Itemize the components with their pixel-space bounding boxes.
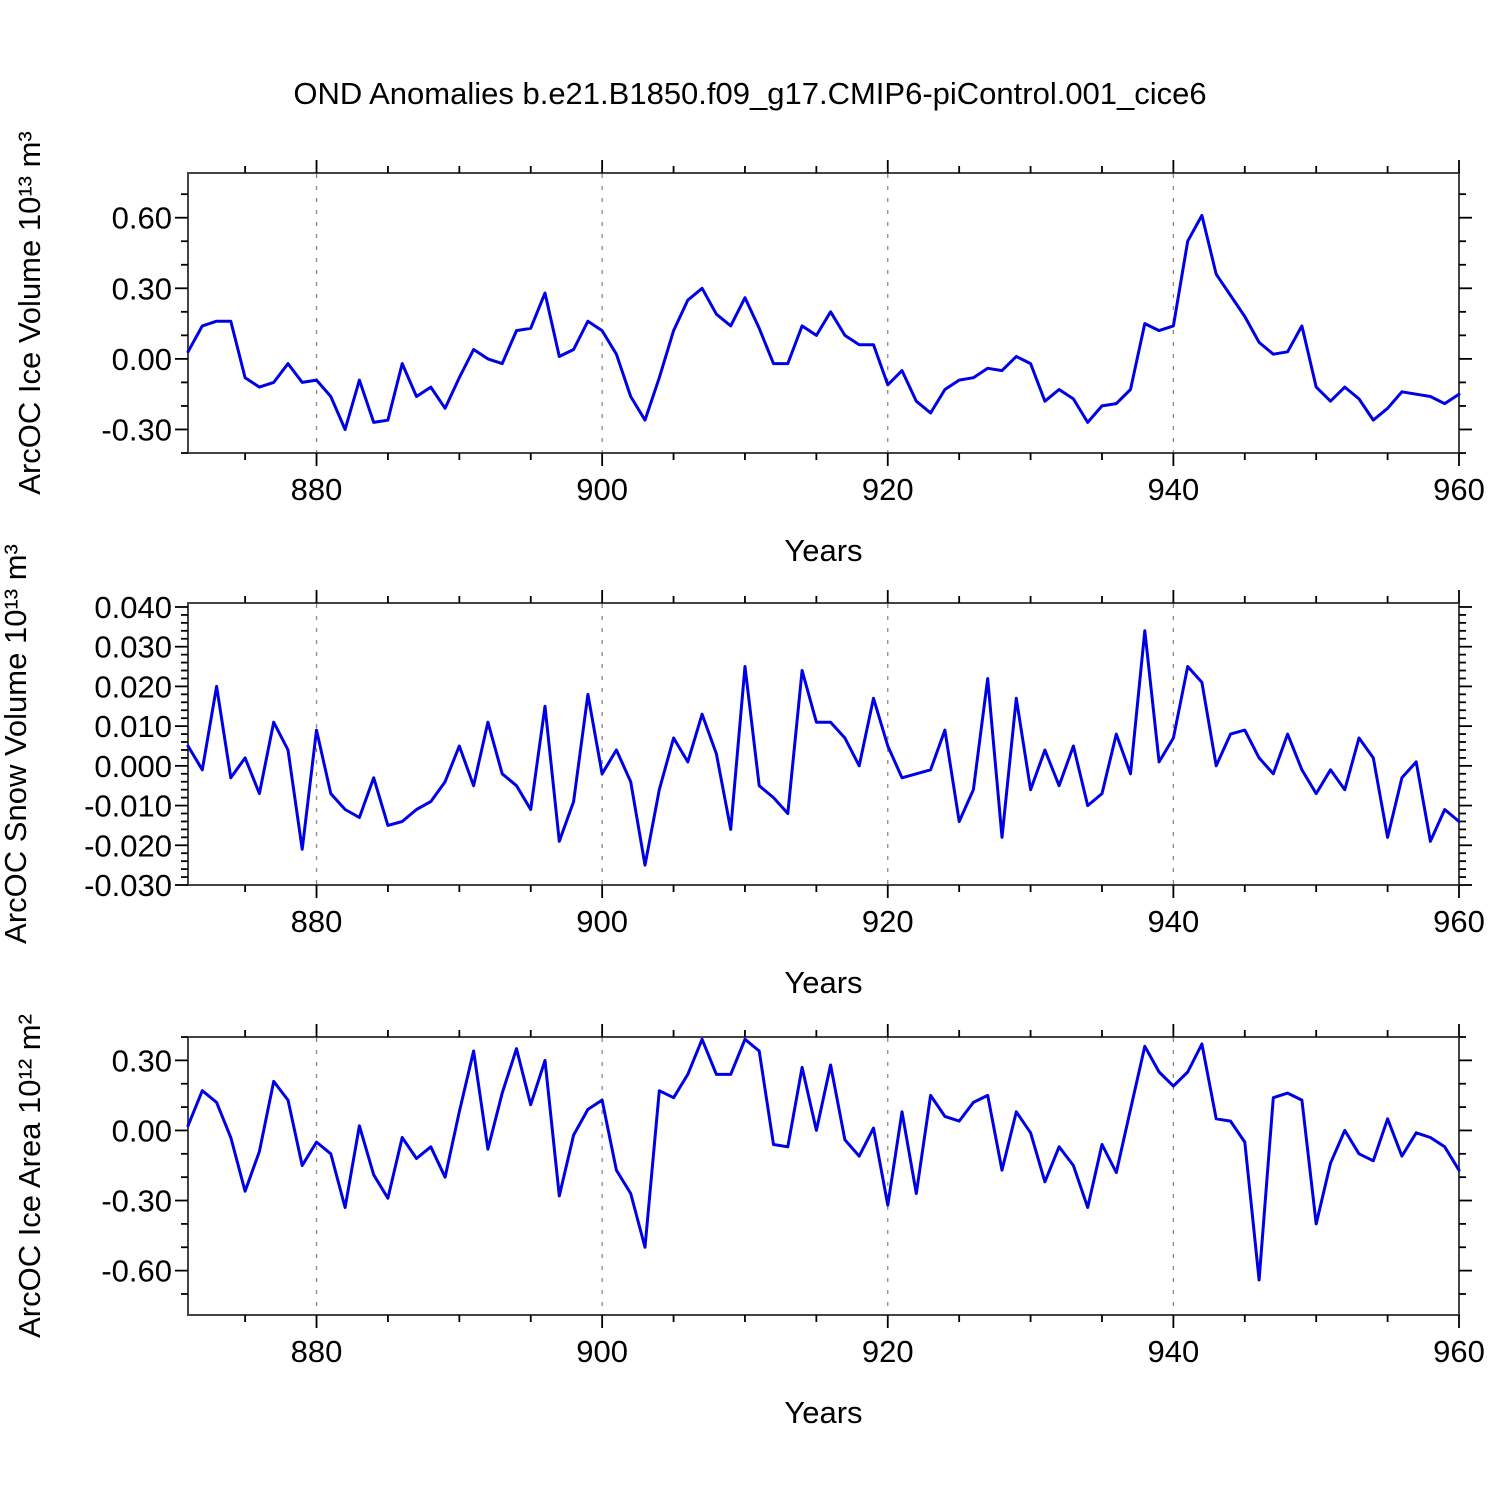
x-tick-label: 920: [862, 904, 914, 939]
page-title: OND Anomalies b.e21.B1850.f09_g17.CMIP6-…: [293, 76, 1207, 111]
arcoc-ice-area-x-axis-title: Years: [784, 1395, 862, 1430]
x-tick-label: 900: [576, 904, 628, 939]
y-tick-label: 0.020: [94, 669, 172, 704]
arcoc-snow-volume-ticks: [175, 590, 1472, 898]
y-tick-label: 0.60: [112, 201, 172, 236]
y-tick-label: 0.030: [94, 630, 172, 665]
arcoc-ice-area-plot-frame: [187, 1036, 1460, 1316]
panel-arcoc-ice-area: 0.30 0.00 -0.30 -0.60 880 900 920 940 960 Years Ar…: [12, 1014, 1485, 1430]
arcoc-ice-area-gridlines: [315, 1038, 1175, 1314]
panel-arcoc-snow-volume: 0.040 0.030 0.020 0.010 0.000 -0.010 -0.020 -0.…: [0, 544, 1485, 1000]
arcoc-snow-volume-x-axis-title: Years: [784, 965, 862, 1000]
arcoc-ice-area-ticks: [175, 1024, 1472, 1328]
y-tick-label: -0.030: [84, 868, 172, 903]
x-tick-label: 960: [1433, 1334, 1485, 1369]
arcoc-ice-area-y-axis-title: ArcOC Ice Area 10¹² m²: [12, 1014, 47, 1338]
y-tick-label: -0.60: [101, 1254, 172, 1289]
x-tick-label: 920: [862, 472, 914, 507]
y-tick-label: -0.020: [84, 828, 172, 863]
arcoc-snow-volume-gridlines: [315, 604, 1175, 884]
arcoc-ice-volume-ytick-labels: 0.60 0.30 0.00 -0.30: [101, 201, 172, 448]
arcoc-ice-area-ytick-labels: 0.30 0.00 -0.30 -0.60: [101, 1043, 172, 1288]
y-tick-label: -0.010: [84, 789, 172, 824]
arcoc-snow-volume-ytick-labels: 0.040 0.030 0.020 0.010 0.000 -0.010 -0.020 -0.…: [84, 590, 172, 903]
arcoc-ice-volume-x-axis-title: Years: [784, 533, 862, 568]
y-tick-label: 0.00: [112, 1113, 172, 1148]
y-tick-label: 0.00: [112, 342, 172, 377]
x-tick-label: 900: [576, 472, 628, 507]
arcoc-ice-volume-ticks: [175, 160, 1472, 466]
x-tick-label: 880: [291, 472, 343, 507]
arcoc-ice-volume-line: [186, 213, 1461, 431]
x-tick-label: 900: [576, 1334, 628, 1369]
arcoc-snow-volume-xtick-labels: 880 900 920 940 960: [291, 904, 1485, 939]
arcoc-ice-volume-y-axis-title: ArcOC Ice Volume 10¹³ m³: [12, 131, 47, 494]
x-tick-label: 960: [1433, 904, 1485, 939]
y-tick-label: 0.30: [112, 271, 172, 306]
x-tick-label: 960: [1433, 472, 1485, 507]
x-tick-label: 880: [291, 1334, 343, 1369]
x-tick-label: 940: [1148, 904, 1200, 939]
arcoc-ice-volume-xtick-labels: 880 900 920 940 960: [291, 472, 1485, 507]
arcoc-snow-volume-line: [186, 629, 1461, 867]
arcoc-ice-volume-plot-frame: [187, 172, 1460, 454]
arcoc-snow-volume-y-axis-title: ArcOC Snow Volume 10¹³ m³: [0, 544, 33, 944]
y-tick-label: -0.30: [101, 412, 172, 447]
x-tick-label: 940: [1148, 1334, 1200, 1369]
arcoc-ice-area-xtick-labels: 880 900 920 940 960: [291, 1334, 1485, 1369]
y-tick-label: 0.000: [94, 749, 172, 784]
y-tick-label: -0.30: [101, 1184, 172, 1219]
arcoc-snow-volume-plot-frame: [187, 602, 1460, 886]
y-tick-label: 0.040: [94, 590, 172, 625]
panel-arcoc-ice-volume: 0.60 0.30 0.00 -0.30 880 900 920 940 960 Years Arc…: [12, 131, 1485, 568]
x-tick-label: 920: [862, 1334, 914, 1369]
x-tick-label: 880: [291, 904, 343, 939]
arcoc-ice-area-line: [186, 1037, 1461, 1282]
arcoc-ice-volume-gridlines: [315, 174, 1175, 452]
y-tick-label: 0.30: [112, 1043, 172, 1078]
x-tick-label: 940: [1148, 472, 1200, 507]
y-tick-label: 0.010: [94, 709, 172, 744]
